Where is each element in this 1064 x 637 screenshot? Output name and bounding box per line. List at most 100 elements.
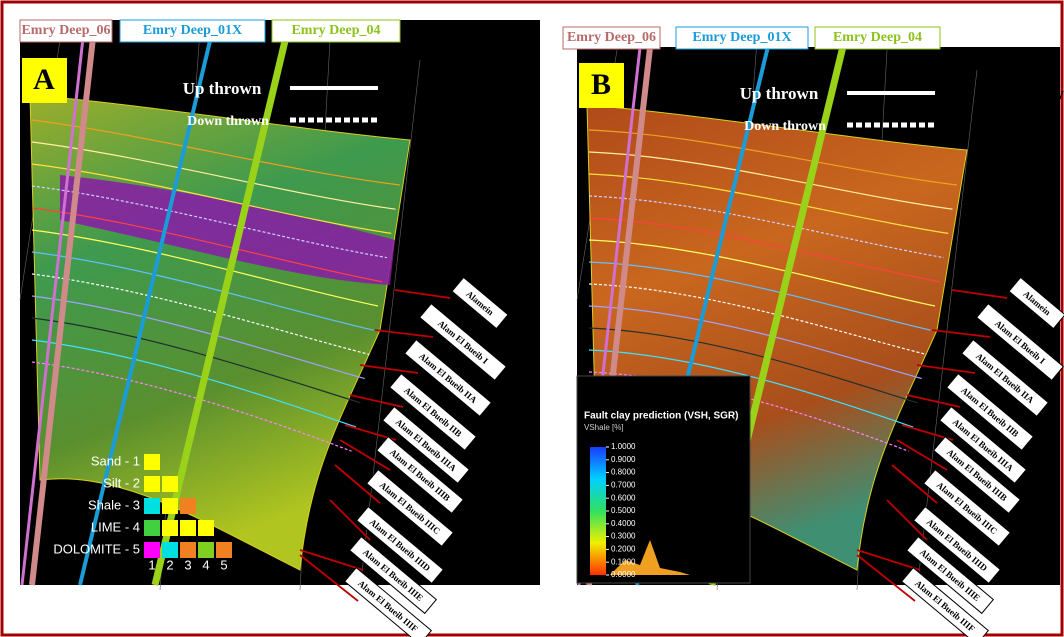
horizon-label-box xyxy=(343,566,433,637)
horizon-leader xyxy=(374,329,434,338)
lithology-swatch xyxy=(144,498,160,514)
horizon-leader xyxy=(856,554,916,602)
horizon-label-box xyxy=(960,338,1050,418)
well-label: Emry Deep_06 xyxy=(567,30,656,45)
colorbar xyxy=(590,447,606,575)
lithology-column: 4 xyxy=(202,557,209,572)
lithology-swatch xyxy=(180,520,196,536)
lithology-item: Silt - 2 xyxy=(103,475,140,490)
colorbar-tick-label: 0.0000 xyxy=(611,570,636,579)
horizon-label-box xyxy=(375,435,465,515)
lithology-item: DOLOMITE - 5 xyxy=(53,541,140,556)
shale-zone xyxy=(60,175,395,285)
lithology-swatch xyxy=(198,542,214,558)
lithology-swatch xyxy=(180,498,196,514)
lithology-item: Sand - 1 xyxy=(91,453,140,468)
lithology-column: 3 xyxy=(184,557,191,572)
horizon-line xyxy=(588,239,936,307)
horizon-label-box xyxy=(365,468,455,548)
horizon-leader xyxy=(394,289,451,299)
horizon-label-box xyxy=(922,468,1012,548)
horizon-leader xyxy=(916,364,976,374)
colorbar-tick-label: 0.1000 xyxy=(611,557,636,566)
panel-letter-box xyxy=(22,58,67,103)
well-label-box xyxy=(675,26,809,50)
horizon-leader xyxy=(951,289,1008,299)
lithology-item: Shale - 3 xyxy=(88,497,140,512)
colorbar-tick-label: 0.4000 xyxy=(611,519,636,528)
colorbar-inset: Fault clay prediction (VSH, SGR)VShale [… xyxy=(576,375,751,584)
down-thrown-label: Down thrown xyxy=(187,114,269,129)
horizon-line xyxy=(588,195,944,259)
colorbar-title: Fault clay prediction (VSH, SGR) xyxy=(584,411,738,422)
side-label: Up thrown xyxy=(438,79,517,98)
colorbar-tick-label: 0.5000 xyxy=(611,506,636,515)
horizon-label-box xyxy=(451,276,509,330)
well-01x xyxy=(78,19,217,586)
horizon-leader xyxy=(299,549,364,571)
horizon-label-box xyxy=(348,535,438,615)
horizon-line xyxy=(31,273,370,355)
colorbar-tick-label: 0.3000 xyxy=(611,532,636,541)
horizon-line xyxy=(588,217,940,283)
horizon-line xyxy=(588,129,958,186)
well-label-box xyxy=(814,26,941,50)
horizon-label-box xyxy=(355,505,445,585)
horizon-line xyxy=(31,339,357,428)
well-label: Emry Deep_06 xyxy=(21,23,110,38)
colorbar-tick-label: 0.6000 xyxy=(611,493,636,502)
horizon-leader xyxy=(906,394,961,408)
panel-letter: A xyxy=(33,63,55,96)
horizon-label-box xyxy=(938,405,1028,485)
horizon-leader xyxy=(334,464,381,504)
lithology-swatch xyxy=(144,520,160,536)
panel: Emry Deep_06 Emry Deep_01X Emry Deep_04 A Up… xyxy=(19,19,540,637)
horizon-leader xyxy=(891,464,938,504)
lithology-item: LIME - 4 xyxy=(91,519,140,534)
horizon-leader xyxy=(856,549,921,571)
lithology-swatch xyxy=(144,476,160,492)
lithology-legend: Sand - 1 Silt - 2 Shale - 3 LIME - 4 DOLOMIT… xyxy=(53,453,232,572)
horizon-leader xyxy=(349,394,404,408)
well-label-box xyxy=(19,19,113,43)
well-label: Emry Deep_01X xyxy=(692,30,791,45)
horizon-line xyxy=(31,295,365,380)
histogram xyxy=(610,540,690,575)
lithology-swatch xyxy=(162,476,178,492)
horizon-line xyxy=(31,229,379,307)
grid-line xyxy=(359,59,421,591)
lithology-swatch xyxy=(180,542,196,558)
horizon-line xyxy=(31,185,387,259)
horizon-line xyxy=(588,305,922,380)
well-label-box xyxy=(271,19,401,43)
lithology-swatch xyxy=(162,542,178,558)
grid-line xyxy=(916,69,978,591)
down-thrown-label: Down thrown xyxy=(744,119,826,134)
lithology-column: 1 xyxy=(148,557,155,572)
horizon-leader xyxy=(896,439,948,471)
well-label: Emry Deep_01X xyxy=(143,23,242,38)
horizon-label-box xyxy=(912,505,1002,585)
horizon-line xyxy=(588,349,914,428)
side-label: Up thrown xyxy=(995,84,1064,103)
panel-letter-box xyxy=(579,63,624,108)
horizon-label-box xyxy=(388,372,478,452)
colorbar-tick-label: 1.0000 xyxy=(611,442,636,451)
lithology-swatch xyxy=(144,454,160,470)
horizon-label-box xyxy=(381,405,471,485)
horizon-line xyxy=(31,207,383,283)
horizon-line xyxy=(588,261,931,331)
horizon-line xyxy=(588,283,927,355)
well-label-box xyxy=(119,19,266,43)
well-06 xyxy=(29,19,98,586)
well-label: Emry Deep_04 xyxy=(833,30,922,45)
horizon-label-box xyxy=(403,338,493,418)
horizon-label-box xyxy=(932,435,1022,515)
colorbar-tick-label: 0.7000 xyxy=(611,481,636,490)
colorbar-subtitle: VShale [%] xyxy=(584,423,624,432)
well-06b xyxy=(20,19,87,586)
horizon-label-box xyxy=(905,535,995,615)
up-thrown-label: Up thrown xyxy=(183,79,262,98)
